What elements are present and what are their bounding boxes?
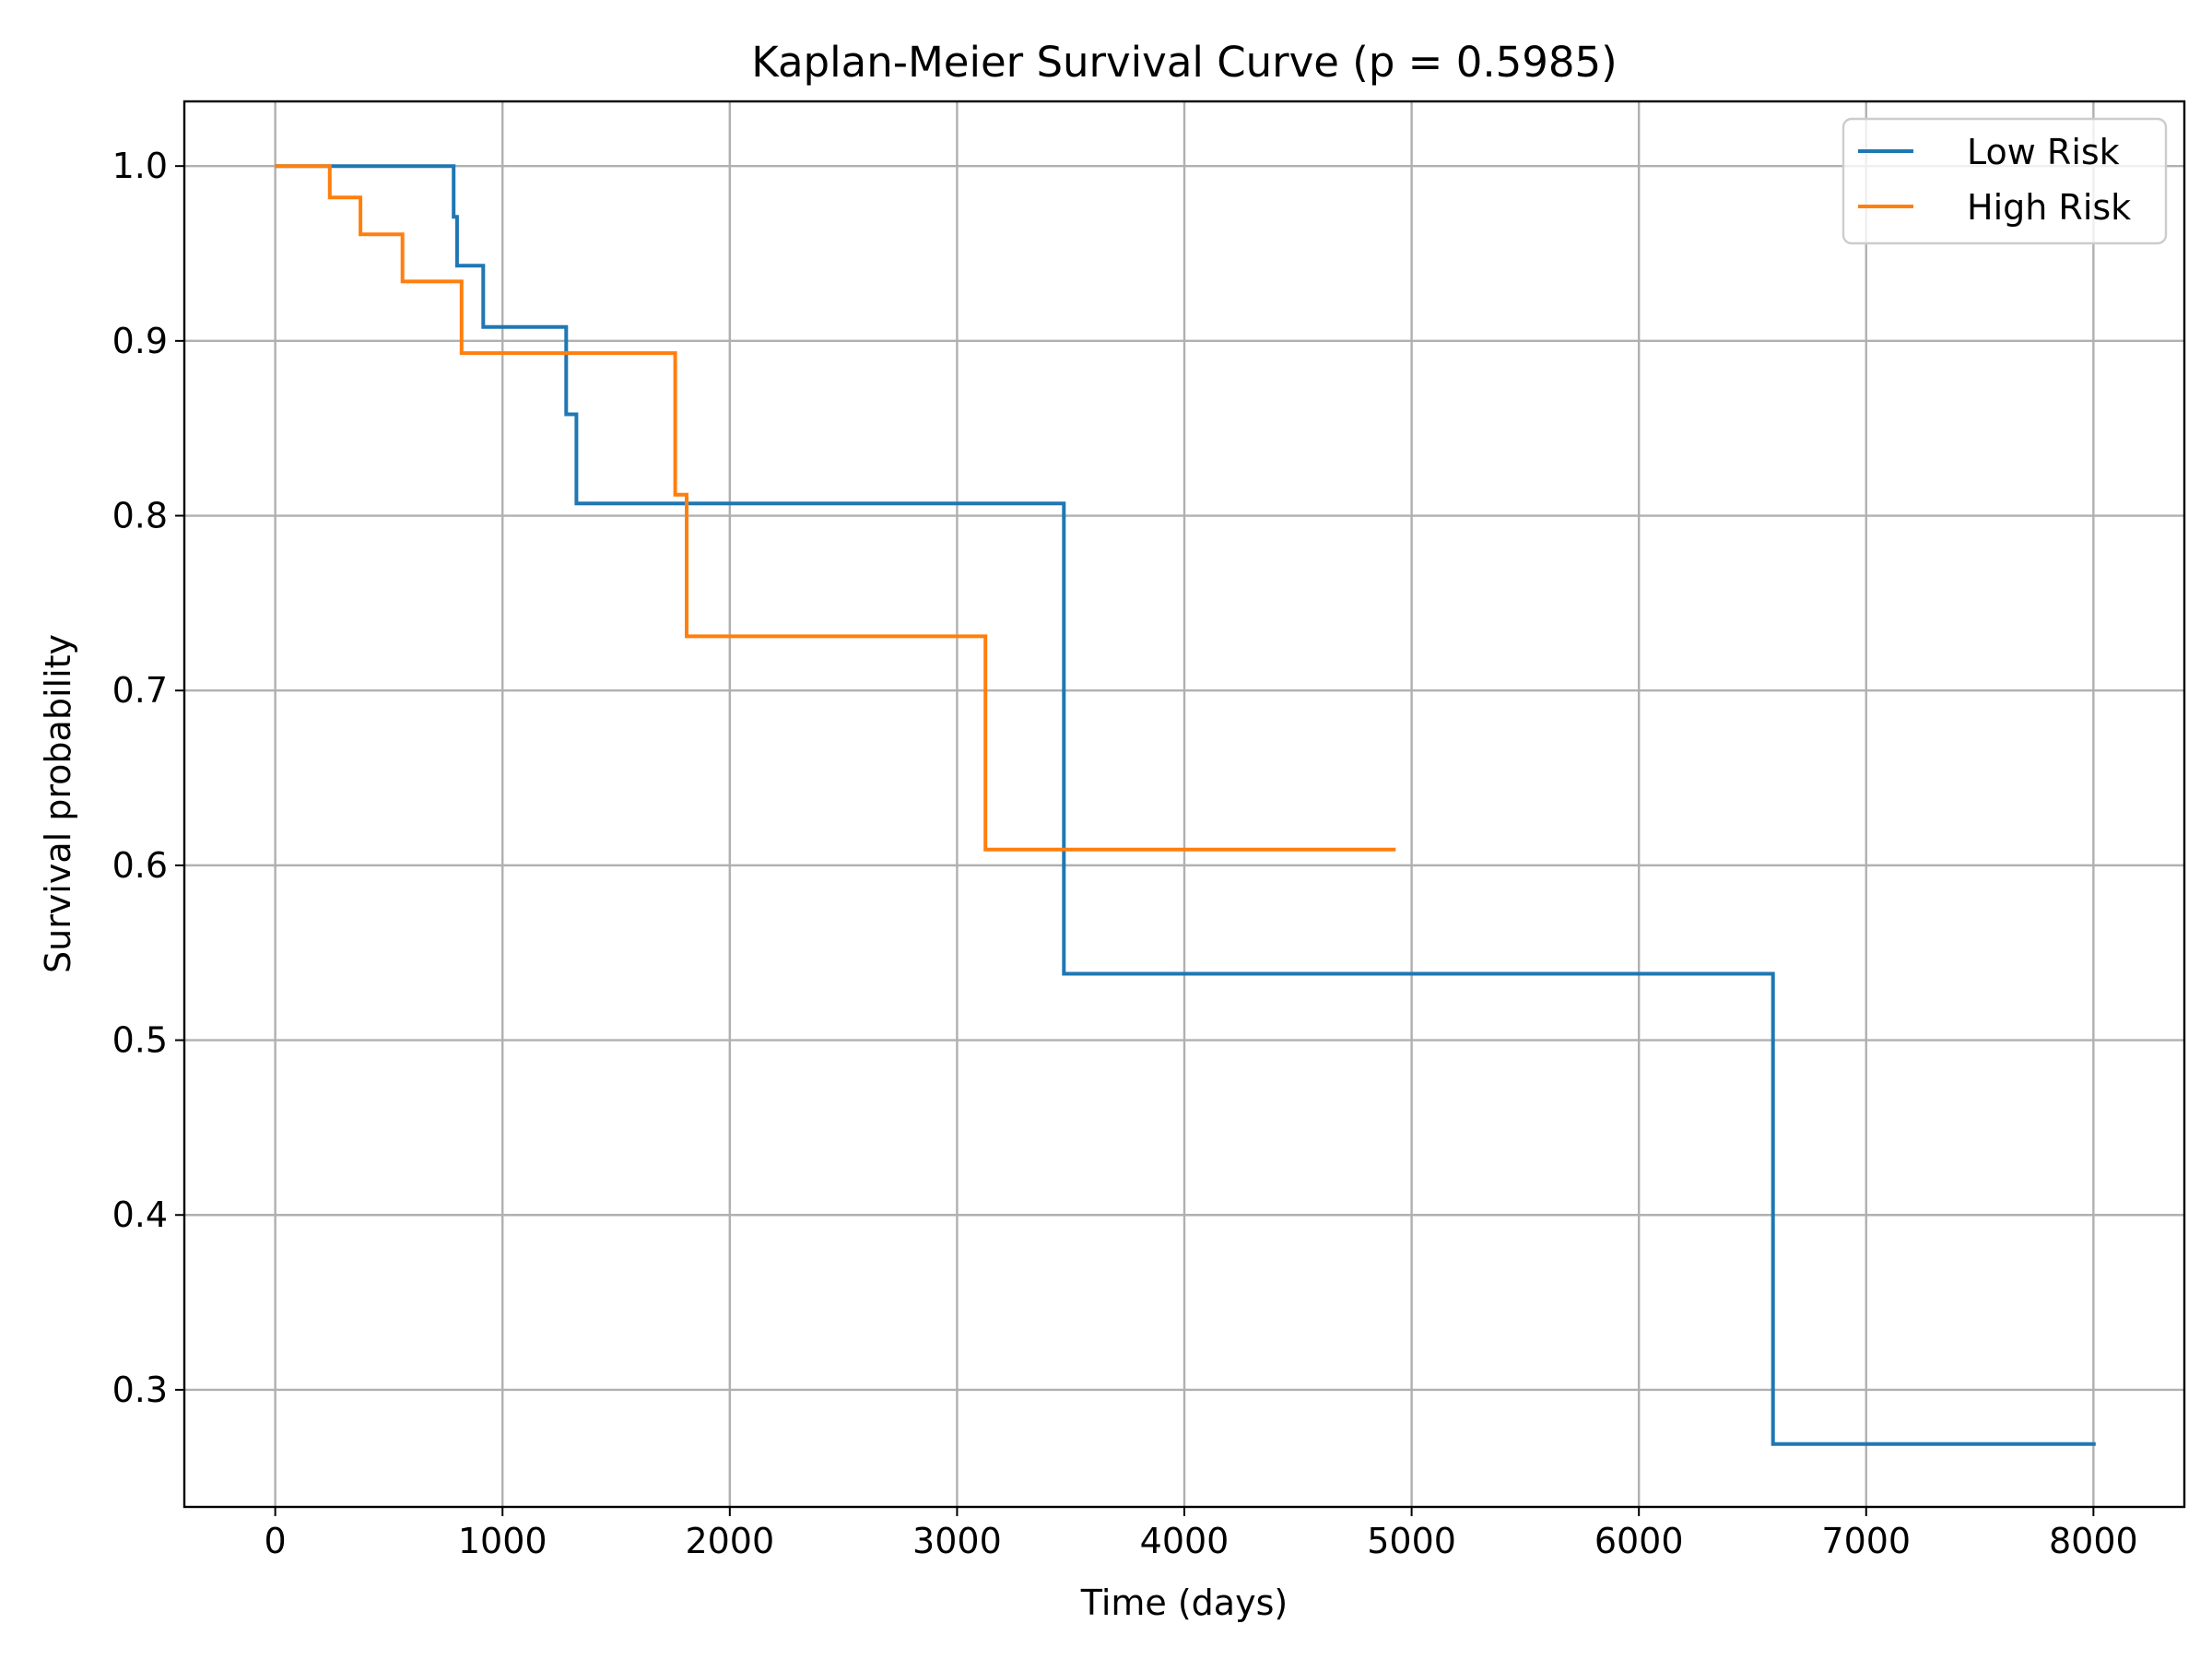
x-tick-label: 1000 — [458, 1521, 547, 1561]
series-line-low-risk — [275, 164, 2096, 1446]
x-tick-label: 6000 — [1594, 1521, 1684, 1561]
x-tick-label: 0 — [265, 1521, 287, 1561]
x-tick-label: 5000 — [1367, 1521, 1456, 1561]
axis-ticks: 0 1000 2000 3000 4000 5000 6000 7000 8000 0.3 0.4 0… — [112, 146, 2138, 1561]
legend-label-low-risk: Low Risk — [1967, 132, 2120, 172]
x-tick-label: 7000 — [1821, 1521, 1911, 1561]
series-lines — [275, 164, 2096, 1446]
x-tick-label: 4000 — [1140, 1521, 1230, 1561]
legend-label-high-risk: High Risk — [1967, 187, 2131, 228]
x-tick-label: 3000 — [912, 1521, 1002, 1561]
y-tick-label: 0.8 — [112, 496, 168, 536]
y-tick-label: 0.9 — [112, 321, 168, 361]
x-tick-label: 2000 — [685, 1521, 774, 1561]
x-tick-label: 8000 — [2049, 1521, 2138, 1561]
y-tick-label: 0.4 — [112, 1194, 168, 1235]
legend-box — [1841, 117, 2168, 245]
legend: Low Risk High Risk — [1841, 117, 2168, 245]
y-tick-label: 0.3 — [112, 1370, 168, 1410]
y-tick-label: 0.6 — [112, 845, 168, 886]
y-tick-label: 1.0 — [112, 146, 168, 186]
y-tick-label: 0.7 — [112, 670, 168, 711]
chart-title: Kaplan-Meier Survival Curve (p = 0.5985) — [751, 38, 1617, 87]
grid — [184, 101, 2184, 1507]
y-axis-label: Survival probability — [38, 634, 78, 973]
series-line-high-risk — [275, 164, 1396, 852]
x-axis-label: Time (days) — [1080, 1583, 1288, 1623]
y-tick-label: 0.5 — [112, 1020, 168, 1061]
